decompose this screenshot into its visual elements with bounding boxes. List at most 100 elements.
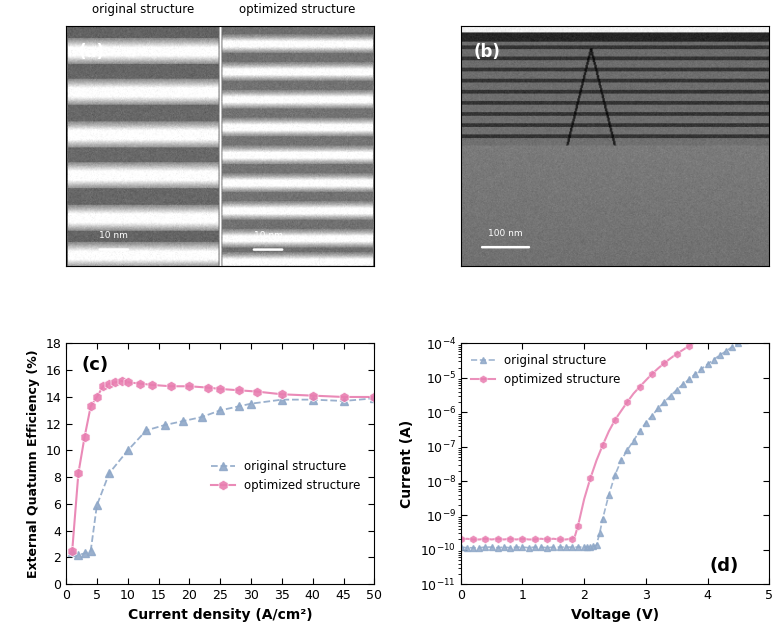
Y-axis label: Current (A): Current (A) <box>400 420 414 508</box>
original structure <box>92 501 102 509</box>
original structure <box>80 550 89 557</box>
original structure <box>197 413 207 421</box>
optimized structure <box>709 329 719 336</box>
original structure <box>462 544 472 551</box>
Text: optimized structure: optimized structure <box>239 3 356 16</box>
optimized structure <box>517 535 527 542</box>
optimized structure <box>148 381 157 389</box>
optimized structure <box>672 350 681 358</box>
optimized structure <box>123 378 132 386</box>
optimized structure <box>99 383 108 390</box>
original structure <box>370 394 379 402</box>
optimized structure <box>542 535 552 543</box>
optimized structure <box>117 377 126 385</box>
optimized structure <box>721 323 730 331</box>
optimized structure <box>462 535 472 542</box>
Line: optimized structure: optimized structure <box>457 314 755 544</box>
optimized structure <box>68 547 77 555</box>
Text: (a): (a) <box>78 42 105 60</box>
optimized structure <box>570 532 580 540</box>
optimized structure <box>660 359 669 367</box>
optimized structure <box>456 535 465 543</box>
optimized structure <box>555 535 564 543</box>
optimized structure <box>641 376 650 384</box>
optimized structure <box>678 346 688 354</box>
original structure <box>179 417 188 425</box>
Legend: original structure, optimized structure: original structure, optimized structure <box>467 349 625 391</box>
optimized structure <box>697 334 706 342</box>
Text: (d): (d) <box>709 557 738 575</box>
optimized structure <box>524 535 533 543</box>
optimized structure <box>512 535 521 543</box>
optimized structure <box>703 332 713 340</box>
original structure <box>123 447 132 455</box>
optimized structure <box>561 535 570 543</box>
optimized structure <box>215 385 225 393</box>
optimized structure <box>733 318 743 326</box>
original structure <box>740 336 749 343</box>
original structure <box>555 543 564 551</box>
original structure <box>86 547 96 555</box>
optimized structure <box>746 315 755 322</box>
original structure <box>105 469 114 477</box>
optimized structure <box>592 456 601 464</box>
original structure <box>746 333 755 340</box>
optimized structure <box>166 383 176 390</box>
original structure <box>277 395 287 404</box>
optimized structure <box>611 416 620 424</box>
optimized structure <box>740 317 749 324</box>
optimized structure <box>86 403 96 410</box>
original structure <box>68 548 77 556</box>
Text: 10 nm: 10 nm <box>253 231 283 240</box>
Text: original structure: original structure <box>92 3 194 16</box>
optimized structure <box>647 370 657 377</box>
Text: (b): (b) <box>473 42 500 60</box>
optimized structure <box>622 398 632 406</box>
optimized structure <box>74 469 83 477</box>
optimized structure <box>308 392 318 399</box>
original structure <box>234 403 243 410</box>
Line: original structure: original structure <box>68 394 378 559</box>
original structure <box>308 395 318 404</box>
Line: optimized structure: optimized structure <box>67 376 380 556</box>
optimized structure <box>605 428 614 435</box>
optimized structure <box>105 380 114 388</box>
optimized structure <box>277 390 287 398</box>
optimized structure <box>500 535 509 543</box>
optimized structure <box>253 388 262 395</box>
Text: (c): (c) <box>82 356 109 374</box>
original structure <box>74 551 83 559</box>
optimized structure <box>530 535 539 543</box>
original structure <box>666 392 675 400</box>
optimized structure <box>185 383 194 390</box>
optimized structure <box>549 535 558 542</box>
optimized structure <box>487 535 497 543</box>
original structure <box>530 543 539 551</box>
optimized structure <box>536 535 545 542</box>
optimized structure <box>629 390 638 397</box>
Legend: original structure, optimized structure: original structure, optimized structure <box>207 455 365 496</box>
optimized structure <box>598 441 608 449</box>
optimized structure <box>727 321 737 329</box>
optimized structure <box>481 535 490 542</box>
optimized structure <box>204 384 213 392</box>
Line: original structure: original structure <box>458 334 754 551</box>
optimized structure <box>135 380 145 388</box>
optimized structure <box>234 386 243 394</box>
original structure <box>456 543 465 551</box>
optimized structure <box>635 383 644 390</box>
original structure <box>339 397 348 405</box>
original structure <box>215 406 225 414</box>
original structure <box>246 400 256 408</box>
optimized structure <box>493 535 503 542</box>
original structure <box>160 421 169 429</box>
optimized structure <box>685 342 694 350</box>
optimized structure <box>580 495 589 503</box>
optimized structure <box>616 407 625 415</box>
original structure <box>647 412 657 419</box>
optimized structure <box>715 326 724 334</box>
optimized structure <box>573 522 583 530</box>
optimized structure <box>653 365 663 372</box>
optimized structure <box>339 393 348 401</box>
optimized structure <box>111 378 120 386</box>
